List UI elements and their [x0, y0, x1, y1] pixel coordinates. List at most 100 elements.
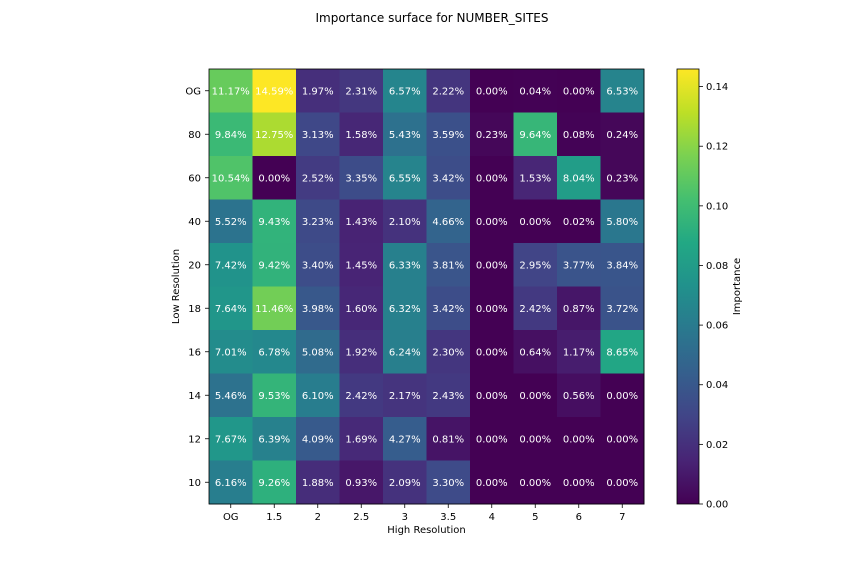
cell-value-label: 2.31% — [345, 86, 377, 97]
cell-value-label: 2.43% — [432, 391, 464, 402]
cell-value-label: 0.00% — [476, 434, 508, 445]
cell-value-label: 0.00% — [476, 173, 508, 184]
x-tick-label: OG — [223, 512, 239, 523]
cell-value-label: 0.00% — [519, 391, 551, 402]
colorbar-tick-label: 0.10 — [706, 201, 728, 212]
cell-value-label: 1.97% — [302, 86, 334, 97]
cell-value-label: 6.53% — [606, 86, 638, 97]
cell-value-label: 2.95% — [519, 260, 551, 271]
cell-value-label: 7.67% — [215, 434, 247, 445]
y-axis-ticks: OG806040201816141210 — [185, 86, 209, 489]
cell-value-label: 10.54% — [212, 173, 250, 184]
cell-value-label: 2.10% — [389, 217, 421, 228]
cell-value-label: 6.33% — [389, 260, 421, 271]
cell-value-label: 1.53% — [519, 173, 551, 184]
x-axis-ticks: OG 1.5 2 2.5 3 3.5 4 5 6 7 — [223, 504, 626, 523]
cell-value-label: 1.69% — [345, 434, 377, 445]
cell-value-label: 2.52% — [302, 173, 334, 184]
cell-value-label: 0.93% — [345, 478, 377, 489]
cell-value-label: 3.81% — [432, 260, 464, 271]
cell-value-label: 3.35% — [345, 173, 377, 184]
cell-value-label: 0.00% — [563, 434, 595, 445]
cell-value-label: 6.10% — [302, 391, 334, 402]
cell-value-label: 2.09% — [389, 478, 421, 489]
colorbar-tick-label: 0.12 — [706, 142, 728, 153]
cell-value-label: 0.00% — [563, 86, 595, 97]
colorbar-tick-label: 0.06 — [706, 321, 728, 332]
x-tick-label: 4 — [489, 512, 495, 523]
cell-value-label: 1.92% — [345, 347, 377, 358]
cell-value-label: 6.39% — [258, 434, 290, 445]
cell-value-label: 0.00% — [476, 86, 508, 97]
cell-value-label: 6.55% — [389, 173, 421, 184]
cell-value-label: 0.24% — [606, 130, 638, 141]
cell-value-label: 1.58% — [345, 130, 377, 141]
cell-value-label: 4.09% — [302, 434, 334, 445]
y-tick-label: 10 — [188, 478, 201, 489]
colorbar-tick-label: 0.08 — [706, 261, 728, 272]
y-tick-label: 14 — [188, 391, 201, 402]
colorbar — [677, 69, 699, 504]
colorbar-tick-label: 0.00 — [706, 500, 728, 511]
y-tick-label: OG — [185, 86, 201, 97]
cell-value-label: 7.64% — [215, 304, 247, 315]
cell-value-label: 5.80% — [606, 217, 638, 228]
cell-value-label: 9.42% — [258, 260, 290, 271]
cell-value-label: 3.42% — [432, 173, 464, 184]
x-tick-label: 6 — [576, 512, 582, 523]
cell-value-label: 6.24% — [389, 347, 421, 358]
cell-value-label: 4.66% — [432, 217, 464, 228]
cell-value-label: 0.00% — [476, 217, 508, 228]
cell-value-label: 0.04% — [519, 86, 551, 97]
cell-value-label: 1.43% — [345, 217, 377, 228]
cell-value-label: 1.60% — [345, 304, 377, 315]
cell-value-label: 0.00% — [519, 217, 551, 228]
cell-value-label: 5.52% — [215, 217, 247, 228]
x-axis-label: High Resolution — [387, 525, 465, 536]
cell-value-label: 0.00% — [258, 173, 290, 184]
cell-value-label: 0.64% — [519, 347, 551, 358]
cell-value-label: 11.17% — [212, 86, 250, 97]
cell-value-label: 6.57% — [389, 86, 421, 97]
cell-value-label: 3.23% — [302, 217, 334, 228]
cell-value-label: 0.00% — [476, 391, 508, 402]
cell-value-label: 4.27% — [389, 434, 421, 445]
cell-value-label: 3.84% — [606, 260, 638, 271]
colorbar-ticks: 0.000.020.040.060.080.100.120.14 — [699, 82, 728, 510]
cell-value-label: 0.00% — [519, 478, 551, 489]
cell-value-label: 6.78% — [258, 347, 290, 358]
cell-value-label: 2.42% — [519, 304, 551, 315]
x-tick-label: 3 — [402, 512, 408, 523]
cell-value-label: 3.59% — [432, 130, 464, 141]
cell-value-label: 7.42% — [215, 260, 247, 271]
cell-value-label: 0.00% — [606, 434, 638, 445]
cell-value-label: 0.00% — [476, 478, 508, 489]
cell-value-label: 0.87% — [563, 304, 595, 315]
y-tick-label: 20 — [188, 260, 201, 271]
cell-value-label: 2.30% — [432, 347, 464, 358]
x-tick-label: 2 — [315, 512, 321, 523]
cell-value-label: 2.22% — [432, 86, 464, 97]
cell-value-label: 3.72% — [606, 304, 638, 315]
y-tick-label: 16 — [188, 347, 201, 358]
y-tick-label: 60 — [188, 173, 201, 184]
cell-value-label: 0.56% — [563, 391, 595, 402]
cell-value-label: 11.46% — [255, 304, 293, 315]
cell-value-label: 0.00% — [519, 434, 551, 445]
cell-value-label: 2.17% — [389, 391, 421, 402]
cell-value-label: 9.43% — [258, 217, 290, 228]
cell-value-label: 3.77% — [563, 260, 595, 271]
cell-value-label: 12.75% — [255, 130, 293, 141]
cell-value-label: 9.84% — [215, 130, 247, 141]
cell-value-label: 0.00% — [476, 347, 508, 358]
x-tick-label: 7 — [619, 512, 625, 523]
cell-value-label: 5.08% — [302, 347, 334, 358]
cell-value-label: 8.04% — [563, 173, 595, 184]
cell-value-label: 0.81% — [432, 434, 464, 445]
cell-value-label: 0.00% — [606, 478, 638, 489]
cell-value-label: 9.53% — [258, 391, 290, 402]
x-tick-label: 2.5 — [353, 512, 369, 523]
x-tick-label: 5 — [532, 512, 538, 523]
cell-value-label: 9.64% — [519, 130, 551, 141]
cell-value-label: 0.23% — [476, 130, 508, 141]
